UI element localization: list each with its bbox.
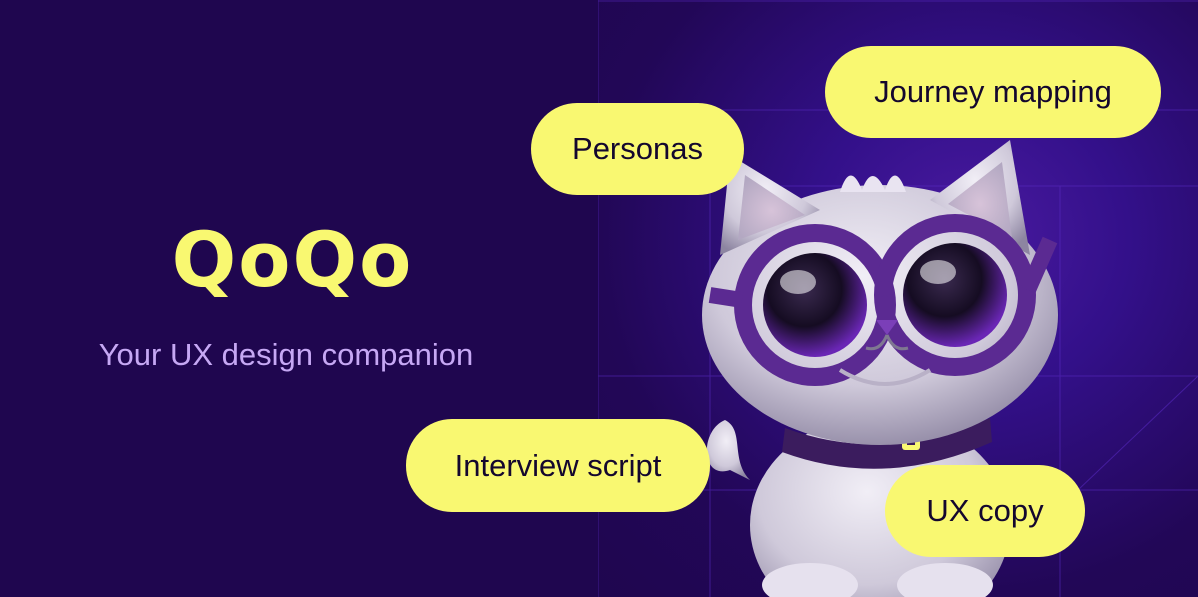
tag-personas: Personas [531,103,744,195]
brand-tagline: Your UX design companion [98,337,474,372]
tag-journey-mapping: Journey mapping [825,46,1161,138]
tag-interview-script: Interview script [406,419,710,512]
tag-ux-copy: UX copy [885,465,1085,557]
brand-logo: QoQo [171,215,414,304]
